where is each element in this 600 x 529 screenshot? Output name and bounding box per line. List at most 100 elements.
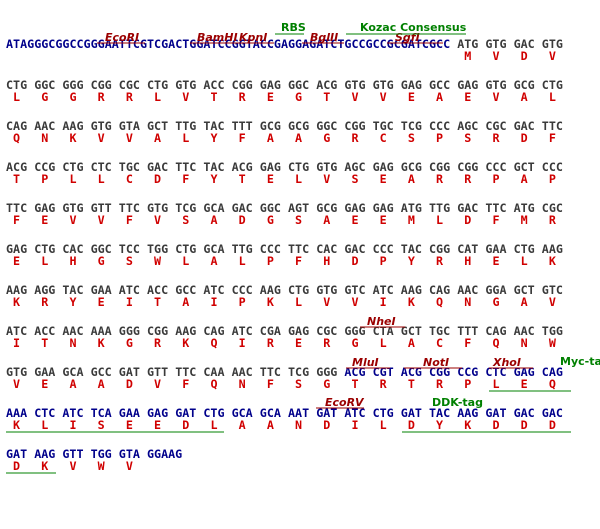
amino-acid: K [408,295,415,309]
amino-acid: F [549,131,556,145]
amino-acid: S [98,418,105,432]
amino-acid: C [380,131,387,145]
amino-acid: E [464,90,471,104]
amino-acid: E [295,336,302,350]
codon: GTA [119,119,140,133]
codon: ACC [34,324,55,338]
amino-acid: F [239,131,246,145]
codon: CCC [542,160,563,174]
codon: CAC [316,242,337,256]
amino-acid: L [380,336,387,350]
amino-acid: H [323,254,330,268]
amino-acid: V [154,213,161,227]
codon: GAG [373,201,394,215]
amino-acid: Y [408,254,415,268]
codon: CGC [119,78,140,92]
codon: TTG [429,201,450,215]
codon: GGC [316,119,337,133]
amino-acid: G [126,336,133,350]
amino-acid: E [380,213,387,227]
amino-acid: D [323,418,330,432]
restriction-site: EcoRI [105,31,139,44]
codon: CGC [485,119,506,133]
amino-acid: R [351,131,359,145]
amino-acid: Q [492,336,499,350]
amino-acid: S [295,213,302,227]
amino-acid: N [69,336,76,350]
amino-acid: S [464,131,471,145]
codon: TAC [401,242,422,256]
codon: CCC [373,242,394,256]
codon: GGC [91,242,112,256]
amino-acid: V [351,90,358,104]
codon: AGT [288,201,309,215]
codon: GTG [542,37,563,51]
codon: TCC [119,242,140,256]
amino-acid: V [69,213,76,227]
amino-acid: Q [210,377,217,391]
codon: GAG [6,242,27,256]
codon: CTG [373,406,394,420]
amino-acid: C [126,172,133,186]
codon: GTG [62,201,83,215]
codon: AAC [62,324,83,338]
codon: ATC [119,283,140,297]
codon: ATG [457,37,478,51]
codon: GTG [6,365,27,379]
codon: CTG [542,78,563,92]
codon: CTG [514,242,535,256]
amino-acid: V [182,90,189,104]
codon: GAT [6,447,27,461]
codon: CGG [457,160,478,174]
amino-acid: L [69,172,76,186]
codon: TGG [147,242,168,256]
amino-acid: A [408,336,415,350]
codon: CGA [260,324,281,338]
amino-acid: A [210,254,217,268]
codon: GTC [344,283,365,297]
restriction-site: BamHI [197,31,238,44]
codon: GCA [203,201,224,215]
amino-acid: I [239,336,246,350]
amino-acid: D [492,418,499,432]
codon: CAG [542,365,563,379]
amino-acid: T [154,295,161,309]
amino-acid: D [351,254,358,268]
amino-acid: R [464,172,472,186]
codon: GAC [457,201,478,215]
codon: TTC [260,365,281,379]
amino-acid: H [69,254,76,268]
codon: ACC [147,283,168,297]
codon: CCC [485,160,506,174]
amino-acid: D [126,377,133,391]
codon: GAG [260,78,281,92]
amino-acid: E [521,377,528,391]
feature-label: RBS [281,21,306,34]
amino-acid: R [436,172,444,186]
amino-acid: F [182,377,189,391]
codon: AAG [260,283,281,297]
codon: TTC [175,160,196,174]
amino-acid: P [380,254,387,268]
amino-acid: L [436,213,443,227]
codon: TTC [175,365,196,379]
codon: AAC [34,119,55,133]
codon: GTT [62,447,83,461]
codon: ATC [344,406,365,420]
amino-acid: L [13,90,20,104]
feature-label: DDK-tag [432,396,483,409]
amino-acid: G [323,131,330,145]
codon: CTG [175,242,196,256]
amino-acid: P [549,172,556,186]
amino-acid: D [521,49,528,63]
amino-acid: E [154,418,161,432]
amino-acid: G [492,295,499,309]
amino-acid: D [13,459,20,473]
amino-acid: A [436,90,443,104]
amino-acid: I [210,295,217,309]
amino-acid: T [408,377,415,391]
codon: GCA [203,242,224,256]
codon: GAC [232,201,253,215]
amino-acid: Y [210,131,217,145]
amino-acid: R [239,90,247,104]
